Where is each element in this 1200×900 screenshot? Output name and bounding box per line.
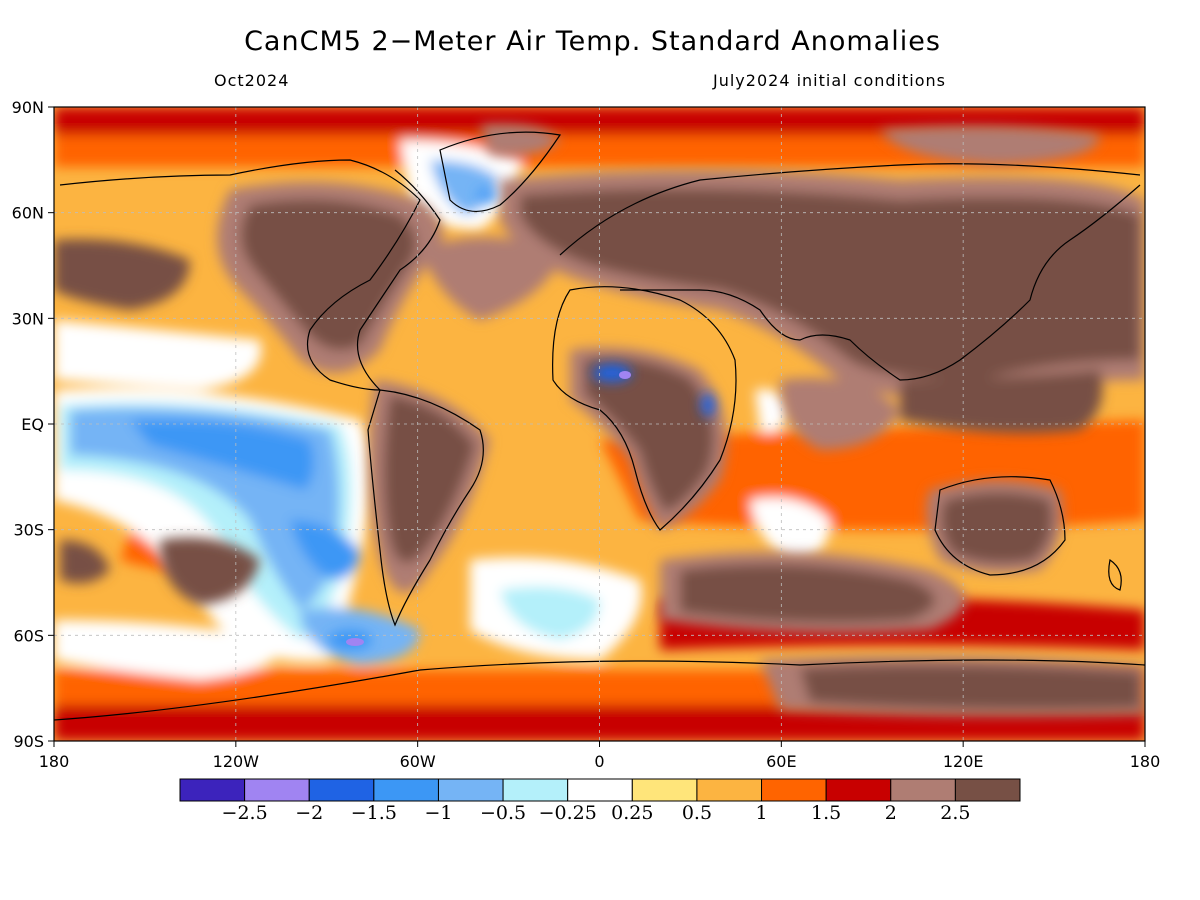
colorbar-label: 0.25 bbox=[611, 802, 653, 824]
y-tick-label: 90N bbox=[12, 98, 44, 117]
colorbar-label: 1 bbox=[755, 802, 767, 824]
y-tick-label: 60S bbox=[13, 626, 44, 645]
colorbar-label: −1 bbox=[424, 802, 452, 824]
colorbar-swatch bbox=[373, 778, 439, 802]
colorbar-label: −0.5 bbox=[480, 802, 526, 824]
x-tick-label: 180 bbox=[39, 752, 70, 771]
x-tick-label: 180 bbox=[1130, 752, 1161, 771]
map-title: CanCM5 2−Meter Air Temp. Standard Anomal… bbox=[244, 26, 941, 57]
colorbar-swatch bbox=[308, 778, 375, 802]
colorbar-label: −2.5 bbox=[222, 802, 268, 824]
colorbar-swatch bbox=[437, 778, 504, 802]
colorbar-swatch bbox=[502, 778, 569, 802]
y-tick-label: EQ bbox=[21, 415, 44, 434]
colorbar-swatch bbox=[890, 778, 956, 802]
colorbar-label: 0.5 bbox=[682, 802, 712, 824]
colorbar-label: −2 bbox=[295, 802, 323, 824]
colorbar-label: −1.5 bbox=[351, 802, 397, 824]
y-tick-label: 30N bbox=[12, 309, 44, 328]
valid-month: Oct2024 bbox=[214, 71, 290, 90]
colorbar-swatch bbox=[825, 778, 892, 802]
colorbar: −2.5 −2 −1.5 −1 −0.5 −0.25 0.25 0.5 1 1.5 2 2.5 bbox=[179, 778, 1021, 824]
x-axis: 180 120W 60W 0 60E 120E 180 bbox=[39, 741, 1161, 771]
x-tick-label: 60E bbox=[766, 752, 796, 771]
colorbar-swatch bbox=[567, 778, 633, 802]
initial-conditions: July2024 initial conditions bbox=[713, 71, 946, 90]
y-tick-label: 60N bbox=[12, 204, 44, 223]
colorbar-swatch bbox=[244, 778, 310, 802]
x-tick-label: 0 bbox=[594, 752, 604, 771]
colorbar-label: 2.5 bbox=[940, 802, 970, 824]
x-tick-label: 120W bbox=[213, 752, 260, 771]
colorbar-swatch bbox=[631, 778, 698, 802]
map-gridlines bbox=[54, 107, 1145, 741]
colorbar-swatch bbox=[954, 778, 1021, 802]
colorbar-swatch bbox=[761, 778, 827, 802]
x-tick-label: 60W bbox=[400, 752, 436, 771]
y-tick-label: 90S bbox=[13, 732, 44, 751]
colorbar-label: −0.25 bbox=[539, 802, 597, 824]
colorbar-label: 1.5 bbox=[811, 802, 841, 824]
colorbar-swatch bbox=[179, 778, 246, 802]
coastlines bbox=[54, 131, 1145, 721]
colorbar-label: 2 bbox=[885, 802, 897, 824]
y-tick-label: 30S bbox=[13, 521, 44, 540]
colorbar-swatch bbox=[696, 778, 763, 802]
y-axis: 90N 60N 30N EQ 30S 60S 90S bbox=[12, 98, 54, 751]
x-tick-label: 120E bbox=[943, 752, 984, 771]
